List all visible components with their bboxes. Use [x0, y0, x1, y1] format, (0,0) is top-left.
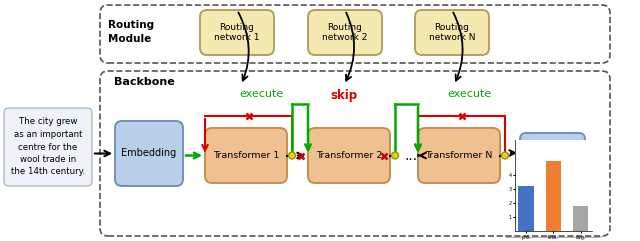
Text: ...: ... — [405, 148, 418, 162]
Bar — [546, 161, 561, 231]
FancyBboxPatch shape — [415, 10, 489, 55]
Circle shape — [502, 152, 509, 159]
FancyBboxPatch shape — [308, 10, 382, 55]
Text: Transformer N: Transformer N — [426, 151, 493, 160]
Circle shape — [289, 152, 296, 159]
Text: Transformer 2: Transformer 2 — [316, 151, 382, 160]
Bar — [518, 186, 534, 231]
FancyBboxPatch shape — [115, 121, 183, 186]
Text: Routing
network N: Routing network N — [429, 23, 476, 42]
Text: The city grew
as an important
centre for the
wool trade in
the 14th century.: The city grew as an important centre for… — [11, 118, 85, 176]
Text: Routing
network 2: Routing network 2 — [323, 23, 368, 42]
FancyBboxPatch shape — [100, 5, 610, 63]
FancyBboxPatch shape — [100, 71, 610, 236]
Text: Classifier: Classifier — [530, 148, 575, 158]
Text: Routing
Module: Routing Module — [108, 20, 154, 44]
Text: execute: execute — [239, 89, 283, 99]
FancyBboxPatch shape — [520, 133, 585, 173]
Bar — [573, 206, 588, 231]
Circle shape — [392, 152, 399, 159]
FancyBboxPatch shape — [205, 128, 287, 183]
Text: execute: execute — [447, 89, 491, 99]
FancyBboxPatch shape — [4, 108, 92, 186]
FancyBboxPatch shape — [418, 128, 500, 183]
FancyBboxPatch shape — [200, 10, 274, 55]
Text: Routing
network 1: Routing network 1 — [214, 23, 260, 42]
Text: Backbone: Backbone — [114, 77, 175, 87]
Text: Transformer 1: Transformer 1 — [213, 151, 279, 160]
FancyBboxPatch shape — [308, 128, 390, 183]
Text: Embedding: Embedding — [122, 148, 177, 159]
Text: skip: skip — [330, 89, 358, 102]
